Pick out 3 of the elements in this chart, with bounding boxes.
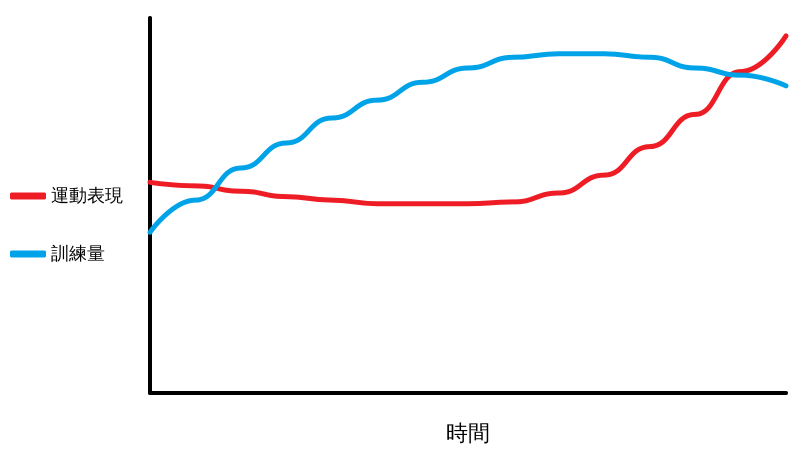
- x-axis-title: 時間: [446, 422, 490, 446]
- legend-label: 訓練量: [51, 244, 105, 264]
- legend-label: 運動表現: [51, 186, 123, 206]
